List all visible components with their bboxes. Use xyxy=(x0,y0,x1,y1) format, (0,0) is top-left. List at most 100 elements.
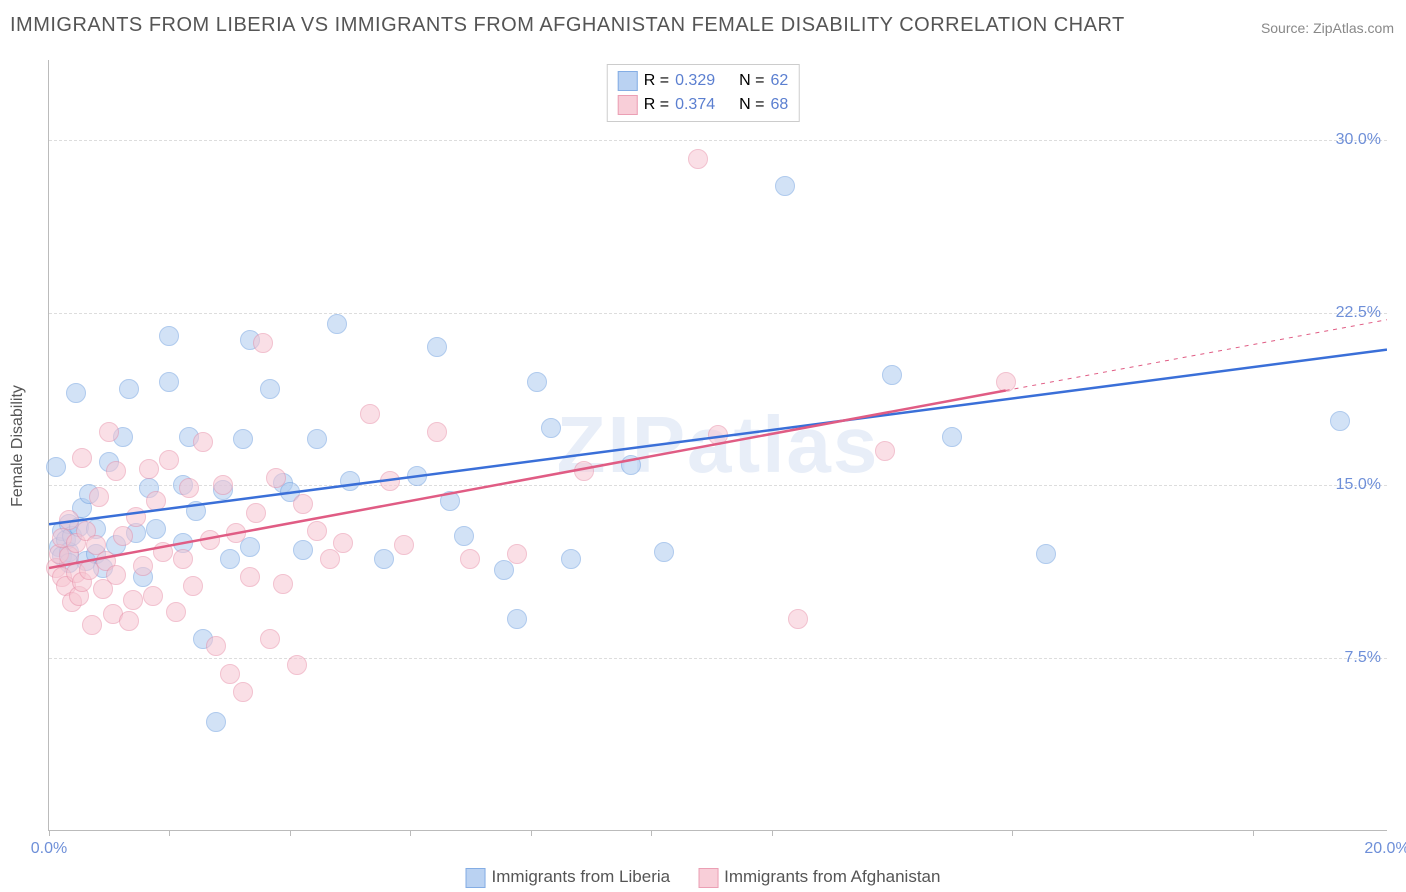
x-tick-mark xyxy=(1253,830,1254,836)
point-afghanistan xyxy=(72,448,92,468)
point-liberia xyxy=(340,471,360,491)
point-afghanistan xyxy=(287,655,307,675)
x-tick-mark xyxy=(1012,830,1013,836)
point-afghanistan xyxy=(200,530,220,550)
point-liberia xyxy=(654,542,674,562)
point-liberia xyxy=(561,549,581,569)
point-afghanistan xyxy=(113,526,133,546)
watermark-text: ZIPatlas xyxy=(557,399,880,491)
legend-item: Immigrants from Liberia xyxy=(466,867,671,888)
x-tick: 0.0% xyxy=(31,840,67,858)
source-name: ZipAtlas.com xyxy=(1313,20,1394,36)
point-afghanistan xyxy=(226,523,246,543)
point-afghanistan xyxy=(119,611,139,631)
point-afghanistan xyxy=(260,629,280,649)
point-liberia xyxy=(119,379,139,399)
r-value: 0.329 xyxy=(675,69,715,93)
point-afghanistan xyxy=(574,461,594,481)
point-afghanistan xyxy=(708,425,728,445)
legend-stats: R =0.329N =62R =0.374N =68 xyxy=(607,64,800,122)
scatter-plot: ZIPatlas 7.5%15.0%22.5%30.0%0.0%20.0% xyxy=(48,60,1387,831)
point-liberia xyxy=(454,526,474,546)
n-value: 62 xyxy=(770,69,788,93)
point-afghanistan xyxy=(133,556,153,576)
point-liberia xyxy=(66,383,86,403)
y-tick: 15.0% xyxy=(1336,476,1381,494)
point-liberia xyxy=(1036,544,1056,564)
point-liberia xyxy=(440,491,460,511)
source-credit: Source: ZipAtlas.com xyxy=(1261,20,1394,36)
point-liberia xyxy=(220,549,240,569)
legend-stats-row-afghanistan: R =0.374N =68 xyxy=(618,93,789,117)
point-afghanistan xyxy=(206,636,226,656)
point-liberia xyxy=(507,609,527,629)
y-tick: 22.5% xyxy=(1336,304,1381,322)
point-liberia xyxy=(307,429,327,449)
point-afghanistan xyxy=(875,441,895,461)
point-liberia xyxy=(233,429,253,449)
point-afghanistan xyxy=(460,549,480,569)
point-liberia xyxy=(1330,411,1350,431)
point-afghanistan xyxy=(233,682,253,702)
point-liberia xyxy=(327,314,347,334)
point-afghanistan xyxy=(320,549,340,569)
swatch-afghanistan xyxy=(618,95,638,115)
point-afghanistan xyxy=(996,372,1016,392)
legend-label: Immigrants from Liberia xyxy=(492,867,671,886)
point-liberia xyxy=(206,712,226,732)
gridline xyxy=(49,658,1387,659)
swatch-liberia xyxy=(618,71,638,91)
x-tick-mark xyxy=(49,830,50,836)
point-afghanistan xyxy=(293,494,313,514)
point-liberia xyxy=(146,519,166,539)
point-afghanistan xyxy=(123,590,143,610)
point-afghanistan xyxy=(126,507,146,527)
y-tick: 7.5% xyxy=(1345,649,1381,667)
point-liberia xyxy=(427,337,447,357)
r-label: R = xyxy=(644,93,669,117)
gridline xyxy=(49,485,1387,486)
x-tick: 20.0% xyxy=(1364,840,1406,858)
legend-label: Immigrants from Afghanistan xyxy=(724,867,940,886)
y-tick: 30.0% xyxy=(1336,131,1381,149)
x-tick-mark xyxy=(410,830,411,836)
n-label: N = xyxy=(739,93,764,117)
point-liberia xyxy=(159,372,179,392)
point-afghanistan xyxy=(146,491,166,511)
point-afghanistan xyxy=(253,333,273,353)
point-afghanistan xyxy=(427,422,447,442)
r-label: R = xyxy=(644,69,669,93)
point-afghanistan xyxy=(153,542,173,562)
point-afghanistan xyxy=(193,432,213,452)
point-afghanistan xyxy=(333,533,353,553)
swatch xyxy=(698,868,718,888)
point-afghanistan xyxy=(89,487,109,507)
point-afghanistan xyxy=(99,422,119,442)
point-afghanistan xyxy=(173,549,193,569)
point-liberia xyxy=(407,466,427,486)
point-liberia xyxy=(46,457,66,477)
point-afghanistan xyxy=(507,544,527,564)
point-liberia xyxy=(882,365,902,385)
swatch xyxy=(466,868,486,888)
point-afghanistan xyxy=(213,475,233,495)
point-afghanistan xyxy=(159,450,179,470)
x-tick-mark xyxy=(169,830,170,836)
point-afghanistan xyxy=(139,459,159,479)
point-afghanistan xyxy=(688,149,708,169)
source-prefix: Source: xyxy=(1261,20,1313,36)
y-axis-label: Female Disability xyxy=(9,385,27,507)
gridline xyxy=(49,313,1387,314)
x-tick-mark xyxy=(290,830,291,836)
point-liberia xyxy=(159,326,179,346)
point-afghanistan xyxy=(246,503,266,523)
point-afghanistan xyxy=(788,609,808,629)
point-afghanistan xyxy=(380,471,400,491)
point-liberia xyxy=(260,379,280,399)
r-value: 0.374 xyxy=(675,93,715,117)
gridline xyxy=(49,140,1387,141)
point-afghanistan xyxy=(307,521,327,541)
point-afghanistan xyxy=(166,602,186,622)
point-afghanistan xyxy=(240,567,260,587)
point-liberia xyxy=(186,501,206,521)
